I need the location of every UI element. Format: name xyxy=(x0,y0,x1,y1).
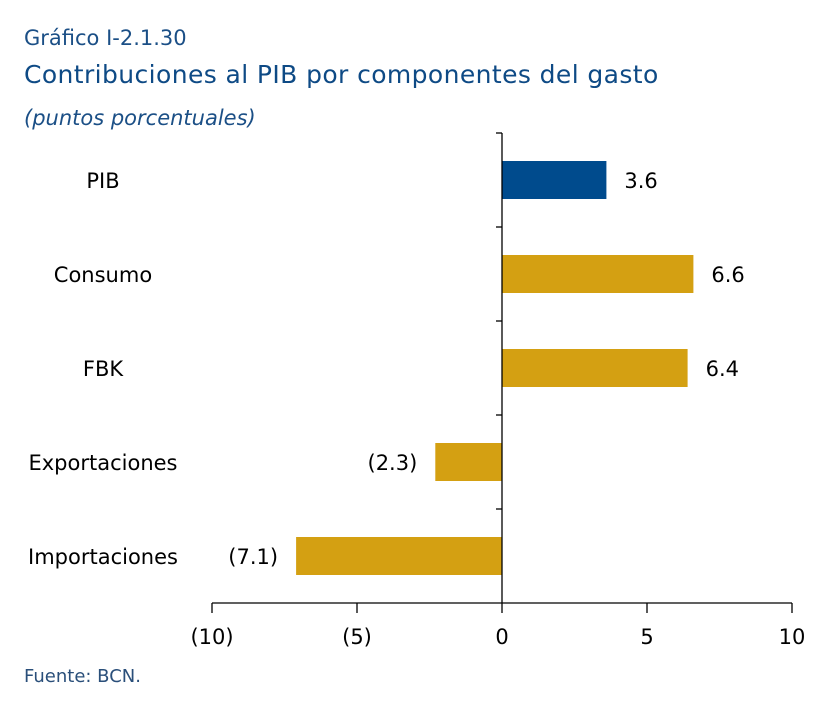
bar-consumo xyxy=(502,255,694,293)
data-label: 6.6 xyxy=(711,263,744,287)
chart-subtitle: (puntos porcentuales) xyxy=(24,106,256,130)
x-tick-label: 5 xyxy=(640,625,653,649)
category-label: PIB xyxy=(86,169,119,193)
x-tick-label: (5) xyxy=(342,625,372,649)
category-label: Consumo xyxy=(54,263,152,287)
data-label: (7.1) xyxy=(228,545,278,569)
bar-importaciones xyxy=(296,537,502,575)
data-label: (2.3) xyxy=(368,451,418,475)
data-label: 6.4 xyxy=(706,357,739,381)
x-tick-label: (10) xyxy=(190,625,233,649)
category-label: FBK xyxy=(83,357,124,381)
x-tick-label: 0 xyxy=(495,625,508,649)
category-label: Importaciones xyxy=(28,545,178,569)
chart-title: Contribuciones al PIB por componentes de… xyxy=(24,60,659,89)
data-label: 3.6 xyxy=(624,169,657,193)
figure-label: Gráfico I-2.1.30 xyxy=(24,26,187,50)
bar-exportaciones xyxy=(435,443,502,481)
bar-pib xyxy=(502,161,607,199)
category-label: Exportaciones xyxy=(28,451,177,475)
x-tick-label: 10 xyxy=(779,625,806,649)
source-note: Fuente: BCN. xyxy=(24,666,141,687)
bar-fbk xyxy=(502,349,688,387)
